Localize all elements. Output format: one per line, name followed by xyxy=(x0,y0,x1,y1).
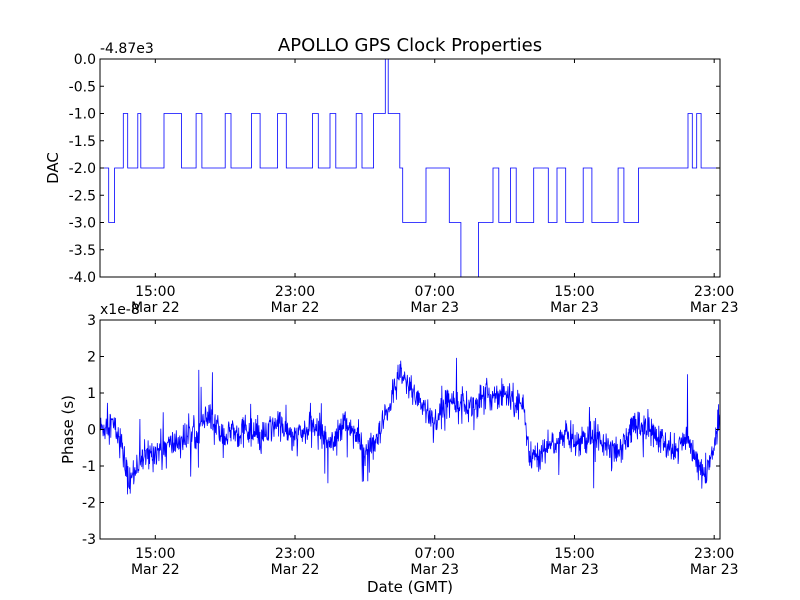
x-tick-date: Mar 22 xyxy=(271,562,320,578)
y-tick-label: 1 xyxy=(87,386,96,402)
x-tick-time: 15:00 xyxy=(554,284,594,300)
x-tick-date: Mar 22 xyxy=(131,300,180,316)
x-tick-time: 23:00 xyxy=(694,546,734,562)
series-line-1-1 xyxy=(100,59,720,277)
y-tick-label: -2 xyxy=(82,496,96,512)
axis-offset-label: x1e-8 xyxy=(100,302,140,318)
y-tick-label: -0.5 xyxy=(69,79,96,95)
y-tick-label: -1.0 xyxy=(69,107,96,123)
series-line-2-1 xyxy=(100,357,720,495)
x-tick-date: Mar 23 xyxy=(690,300,739,316)
y-tick-label: 2 xyxy=(87,350,96,366)
y-tick-label: -1 xyxy=(82,459,96,475)
x-tick-time: 23:00 xyxy=(694,284,734,300)
x-tick-time: 15:00 xyxy=(554,546,594,562)
y-tick-label: -2.5 xyxy=(69,188,96,204)
x-tick-time: 07:00 xyxy=(415,546,455,562)
x-tick-date: Mar 23 xyxy=(550,562,599,578)
y-axis-label: DAC xyxy=(44,152,62,184)
x-tick-time: 15:00 xyxy=(135,546,175,562)
x-tick-time: 23:00 xyxy=(275,546,315,562)
x-tick-date: Mar 23 xyxy=(550,300,599,316)
axis-offset-label: -4.87e3 xyxy=(100,41,154,57)
y-tick-label: -3.0 xyxy=(69,216,96,232)
y-tick-label: -4.0 xyxy=(69,270,96,286)
y-tick-label: 0.0 xyxy=(74,52,96,68)
y-axis-label: Phase (s) xyxy=(59,395,77,464)
figure-title: APOLLO GPS Clock Properties xyxy=(278,35,542,56)
axes-1: 0.0 -0.5 -1.0 -1.5 -2.0 -2.5 -3.0 -3.5 -4.0 15:00… xyxy=(44,41,739,316)
y-tick-label: -1.5 xyxy=(69,134,96,150)
y-tick-label: 0 xyxy=(87,423,96,439)
x-tick-time: 23:00 xyxy=(275,284,315,300)
y-tick-label: 3 xyxy=(87,313,96,329)
x-tick-time: 15:00 xyxy=(135,284,175,300)
x-tick-date: Mar 22 xyxy=(271,300,320,316)
x-tick-date: Mar 22 xyxy=(131,562,180,578)
x-axis-label: Date (GMT) xyxy=(367,578,453,596)
x-tick-date: Mar 23 xyxy=(410,562,459,578)
y-tick-label: -3.5 xyxy=(69,243,96,259)
x-tick-date: Mar 23 xyxy=(690,562,739,578)
y-tick-label: -3 xyxy=(82,532,96,548)
x-tick-date: Mar 23 xyxy=(410,300,459,316)
y-tick-label: -2.0 xyxy=(69,161,96,177)
x-tick-time: 07:00 xyxy=(415,284,455,300)
